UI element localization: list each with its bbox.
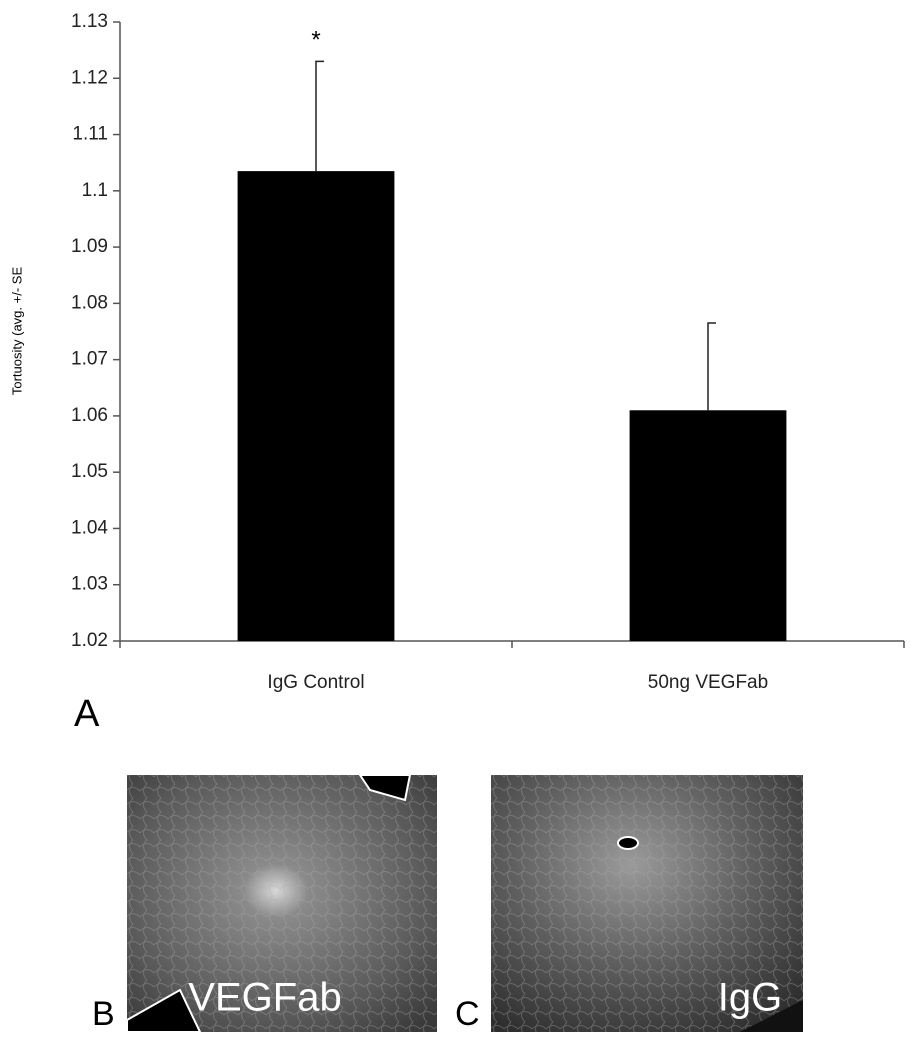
panel-label: B <box>92 995 115 1033</box>
y-tick-label: 1.12 <box>71 67 108 88</box>
y-tick-label: 1.04 <box>71 517 108 538</box>
y-tick-label: 1.06 <box>71 405 108 426</box>
y-tick-label: 1.09 <box>71 236 108 257</box>
y-tick-label: 1.03 <box>71 574 108 595</box>
image-b <box>126 774 437 1033</box>
image-c <box>491 775 803 1032</box>
y-tick-label: 1.02 <box>71 630 108 651</box>
panel-label: A <box>74 693 100 735</box>
bar <box>629 410 787 641</box>
y-tick-label: 1.1 <box>82 180 108 201</box>
error-bar <box>707 322 716 411</box>
y-tick-label: 1.13 <box>71 11 108 32</box>
significance-marker: * <box>311 27 320 54</box>
x-tick-label: 50ng VEGFab <box>648 672 768 693</box>
x-tick-label: IgG Control <box>267 672 364 693</box>
bar <box>237 171 395 641</box>
y-tick-label: 1.07 <box>71 349 108 370</box>
y-axis-label: Tortuosity (avg. +/- SE <box>9 267 24 396</box>
error-bar <box>315 60 324 172</box>
image-label: IgG <box>718 976 782 1020</box>
y-tick-label: 1.08 <box>71 292 108 313</box>
y-tick-label: 1.05 <box>71 461 108 482</box>
panel-label: C <box>455 995 480 1033</box>
y-tick-label: 1.11 <box>72 124 108 145</box>
image-label: VEGFab <box>188 976 341 1020</box>
